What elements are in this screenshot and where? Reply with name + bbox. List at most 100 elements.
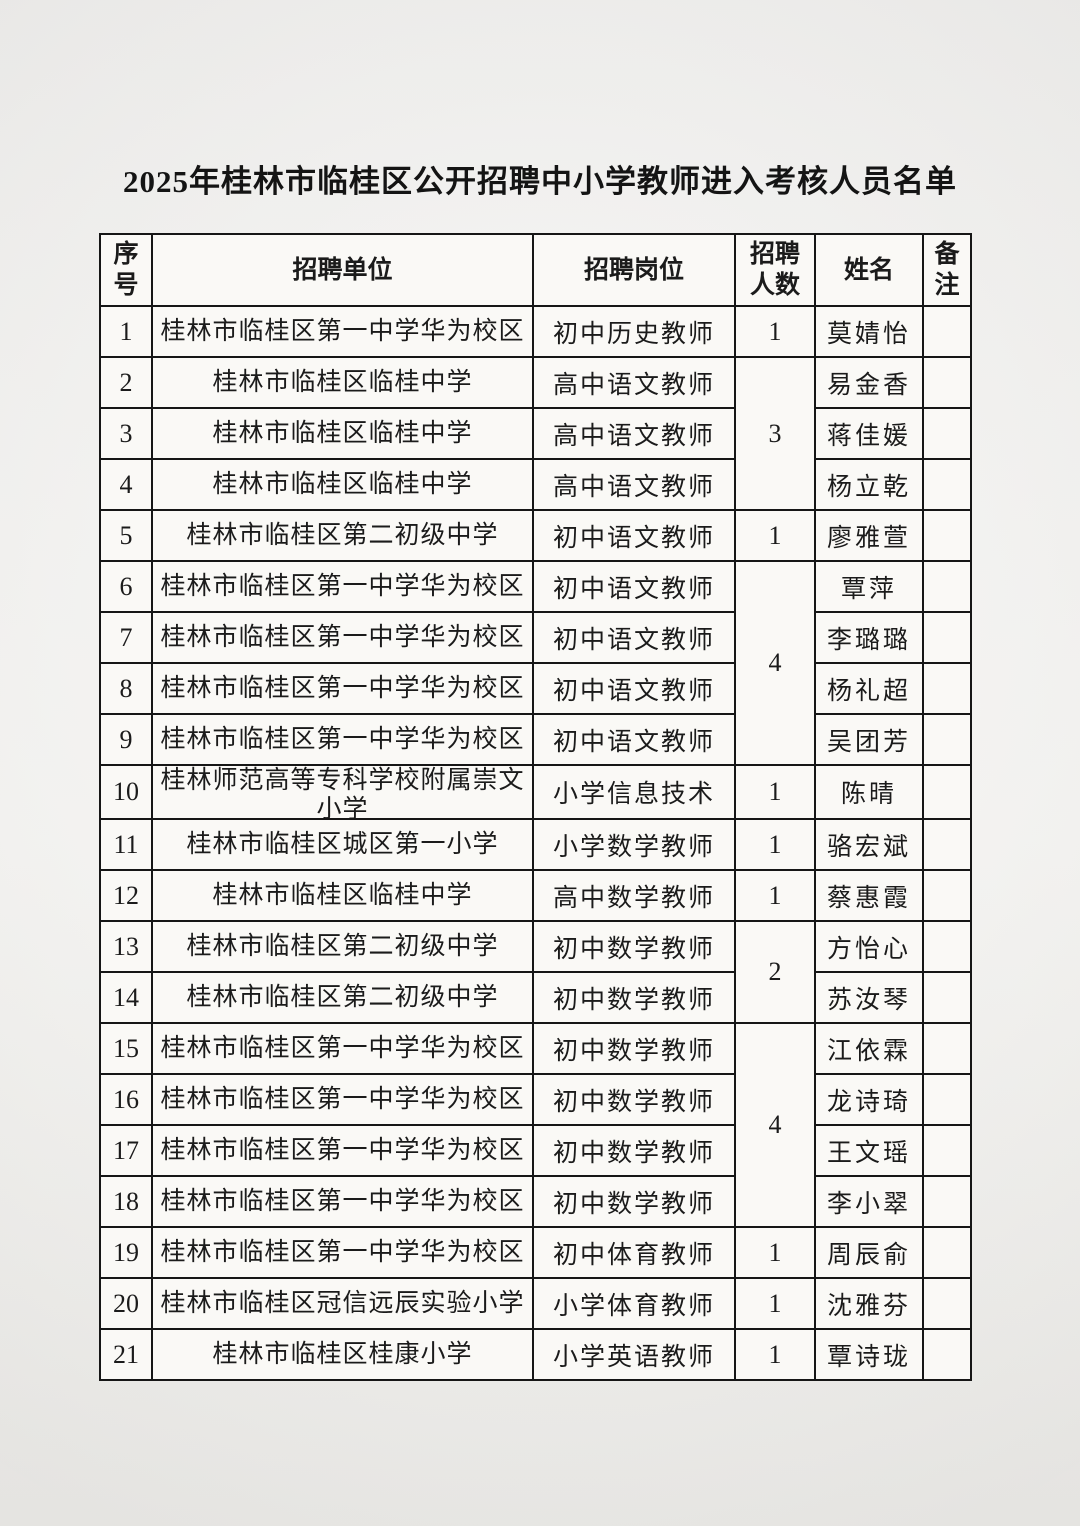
table-row: 14 桂林市临桂区第二初级中学 初中数学教师 苏汝琴 <box>99 971 972 1024</box>
cell-count: 3 <box>734 356 816 511</box>
cell-count: 1 <box>734 764 816 820</box>
cell-serial: 10 <box>99 764 153 820</box>
cell-name: 覃诗珑 <box>814 1328 924 1381</box>
table-row: 4 桂林市临桂区临桂中学 高中语文教师 杨立乾 <box>99 458 972 511</box>
table-row: 1 桂林市临桂区第一中学华为校区 初中历史教师 1 莫婧怡 <box>99 305 972 358</box>
cell-remark <box>922 560 972 613</box>
cell-position: 高中数学教师 <box>532 869 736 922</box>
cell-position: 小学体育教师 <box>532 1277 736 1330</box>
cell-serial: 6 <box>99 560 153 613</box>
cell-position: 小学数学教师 <box>532 818 736 871</box>
cell-name: 吴团芳 <box>814 713 924 766</box>
cell-count: 1 <box>734 1277 816 1330</box>
cell-unit: 桂林市临桂区第二初级中学 <box>151 971 534 1024</box>
cell-serial: 2 <box>99 356 153 409</box>
cell-position: 初中数学教师 <box>532 1022 736 1075</box>
cell-unit-text: 桂林市临桂区第一中学华为校区 <box>160 1086 525 1113</box>
cell-name: 江依霖 <box>814 1022 924 1075</box>
cell-remark <box>922 971 972 1024</box>
header-name: 姓名 <box>814 233 924 307</box>
cell-unit: 桂林市临桂区冠信远辰实验小学 <box>151 1277 534 1330</box>
cell-name: 蔡惠霞 <box>814 869 924 922</box>
cell-name: 易金香 <box>814 356 924 409</box>
cell-position: 初中数学教师 <box>532 971 736 1024</box>
cell-count: 1 <box>734 509 816 562</box>
cell-remark <box>922 1124 972 1177</box>
header-serial: 序号 <box>99 233 153 307</box>
cell-serial: 8 <box>99 662 153 715</box>
cell-name: 覃萍 <box>814 560 924 613</box>
header-remark: 备注 <box>922 233 972 307</box>
cell-count: 4 <box>734 1022 816 1228</box>
cell-name: 廖雅萱 <box>814 509 924 562</box>
header-unit: 招聘单位 <box>151 233 534 307</box>
cell-name: 莫婧怡 <box>814 305 924 358</box>
cell-unit: 桂林市临桂区临桂中学 <box>151 458 534 511</box>
cell-position: 高中语文教师 <box>532 407 736 460</box>
cell-remark <box>922 509 972 562</box>
cell-position: 高中语文教师 <box>532 356 736 409</box>
cell-unit: 桂林市临桂区第一中学华为校区 <box>151 1124 534 1177</box>
cell-unit: 桂林市临桂区第一中学华为校区 <box>151 713 534 766</box>
cell-serial: 21 <box>99 1328 153 1381</box>
cell-name: 陈晴 <box>814 764 924 820</box>
cell-position: 初中语文教师 <box>532 713 736 766</box>
cell-remark <box>922 869 972 922</box>
cell-remark <box>922 713 972 766</box>
cell-unit-text: 桂林师范高等专科学校附属崇文小学 <box>160 767 525 818</box>
table-row: 9 桂林市临桂区第一中学华为校区 初中语文教师 吴团芳 <box>99 713 972 766</box>
cell-unit: 桂林市临桂区第一中学华为校区 <box>151 1073 534 1126</box>
header-position: 招聘岗位 <box>532 233 736 307</box>
cell-position: 初中语文教师 <box>532 560 736 613</box>
cell-count: 2 <box>734 920 816 1024</box>
cell-remark <box>922 407 972 460</box>
cell-unit-text: 桂林市临桂区第一中学华为校区 <box>160 675 525 702</box>
cell-unit-text: 桂林市临桂区第一中学华为校区 <box>160 1239 525 1266</box>
cell-position: 初中数学教师 <box>532 920 736 973</box>
cell-unit-text: 桂林市临桂区城区第一小学 <box>186 831 499 858</box>
cell-unit-text: 桂林市临桂区临桂中学 <box>212 882 473 909</box>
table-row: 21 桂林市临桂区桂康小学 小学英语教师 1 覃诗珑 <box>99 1328 972 1381</box>
table-row: 7 桂林市临桂区第一中学华为校区 初中语文教师 李璐璐 <box>99 611 972 664</box>
roster-table: 序号 招聘单位 招聘岗位 招聘人数 姓名 备注 1 桂林市临桂区第一中学华为校区初… <box>99 233 972 1381</box>
cell-unit: 桂林市临桂区第一中学华为校区 <box>151 1022 534 1075</box>
cell-remark <box>922 1073 972 1126</box>
cell-serial: 14 <box>99 971 153 1024</box>
cell-unit-text: 桂林市临桂区第一中学华为校区 <box>160 726 525 753</box>
table-row: 18 桂林市临桂区第一中学华为校区 初中数学教师 李小翠 <box>99 1175 972 1228</box>
cell-serial: 4 <box>99 458 153 511</box>
cell-position: 初中语文教师 <box>532 509 736 562</box>
cell-unit: 桂林市临桂区临桂中学 <box>151 869 534 922</box>
cell-unit-text: 桂林市临桂区冠信远辰实验小学 <box>160 1290 525 1317</box>
cell-name: 蒋佳媛 <box>814 407 924 460</box>
cell-unit-text: 桂林市临桂区桂康小学 <box>212 1341 473 1368</box>
cell-unit: 桂林市临桂区桂康小学 <box>151 1328 534 1381</box>
cell-position: 高中语文教师 <box>532 458 736 511</box>
cell-unit-text: 桂林市临桂区第一中学华为校区 <box>160 318 525 345</box>
cell-name: 骆宏斌 <box>814 818 924 871</box>
cell-count: 4 <box>734 560 816 766</box>
cell-unit-text: 桂林市临桂区第二初级中学 <box>186 933 499 960</box>
cell-unit: 桂林市临桂区临桂中学 <box>151 407 534 460</box>
cell-name: 李小翠 <box>814 1175 924 1228</box>
table-row: 2 桂林市临桂区临桂中学 高中语文教师 3 易金香 <box>99 356 972 511</box>
cell-serial: 19 <box>99 1226 153 1279</box>
header-row: 序号 招聘单位 招聘岗位 招聘人数 姓名 备注 <box>99 233 972 307</box>
table-row: 10 桂林师范高等专科学校附属崇文小学 小学信息技术 1 陈晴 <box>99 764 972 820</box>
cell-serial: 3 <box>99 407 153 460</box>
cell-unit-text: 桂林市临桂区第一中学华为校区 <box>160 1188 525 1215</box>
cell-unit-text: 桂林市临桂区第二初级中学 <box>186 984 499 1011</box>
cell-name: 杨立乾 <box>814 458 924 511</box>
table-row: 8 桂林市临桂区第一中学华为校区 初中语文教师 杨礼超 <box>99 662 972 715</box>
header-count: 招聘人数 <box>734 233 816 307</box>
cell-serial: 9 <box>99 713 153 766</box>
table-row: 19 桂林市临桂区第一中学华为校区 初中体育教师 1 周辰俞 <box>99 1226 972 1279</box>
cell-count: 1 <box>734 818 816 871</box>
cell-remark <box>922 1277 972 1330</box>
cell-remark <box>922 1226 972 1279</box>
table-row: 3 桂林市临桂区临桂中学 高中语文教师 蒋佳媛 <box>99 407 972 460</box>
cell-serial: 1 <box>99 305 153 358</box>
cell-position: 初中数学教师 <box>532 1175 736 1228</box>
cell-position: 初中体育教师 <box>532 1226 736 1279</box>
cell-remark <box>922 356 972 409</box>
